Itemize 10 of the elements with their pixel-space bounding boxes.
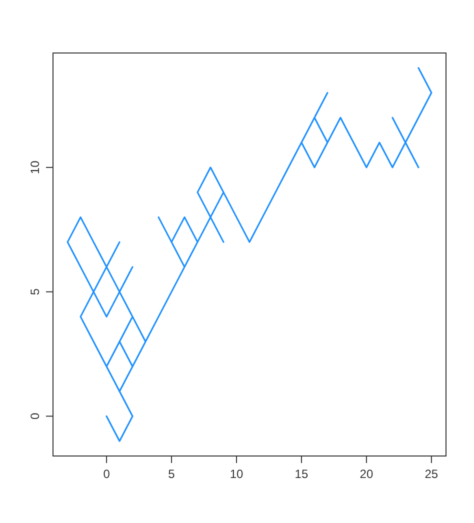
x-tick-label: 0: [103, 467, 110, 481]
line-series: [66, 67, 432, 442]
y-tick-label: 5: [28, 288, 42, 296]
y-tick-label: 0: [28, 412, 42, 420]
x-tick-label: 5: [168, 467, 176, 481]
x-tick-label: 25: [424, 467, 438, 481]
x-tick-label: 10: [230, 467, 244, 481]
x-tick-label: 20: [360, 467, 374, 481]
y-tick-label: 10: [28, 160, 42, 174]
x-tick-label: 15: [294, 467, 308, 481]
